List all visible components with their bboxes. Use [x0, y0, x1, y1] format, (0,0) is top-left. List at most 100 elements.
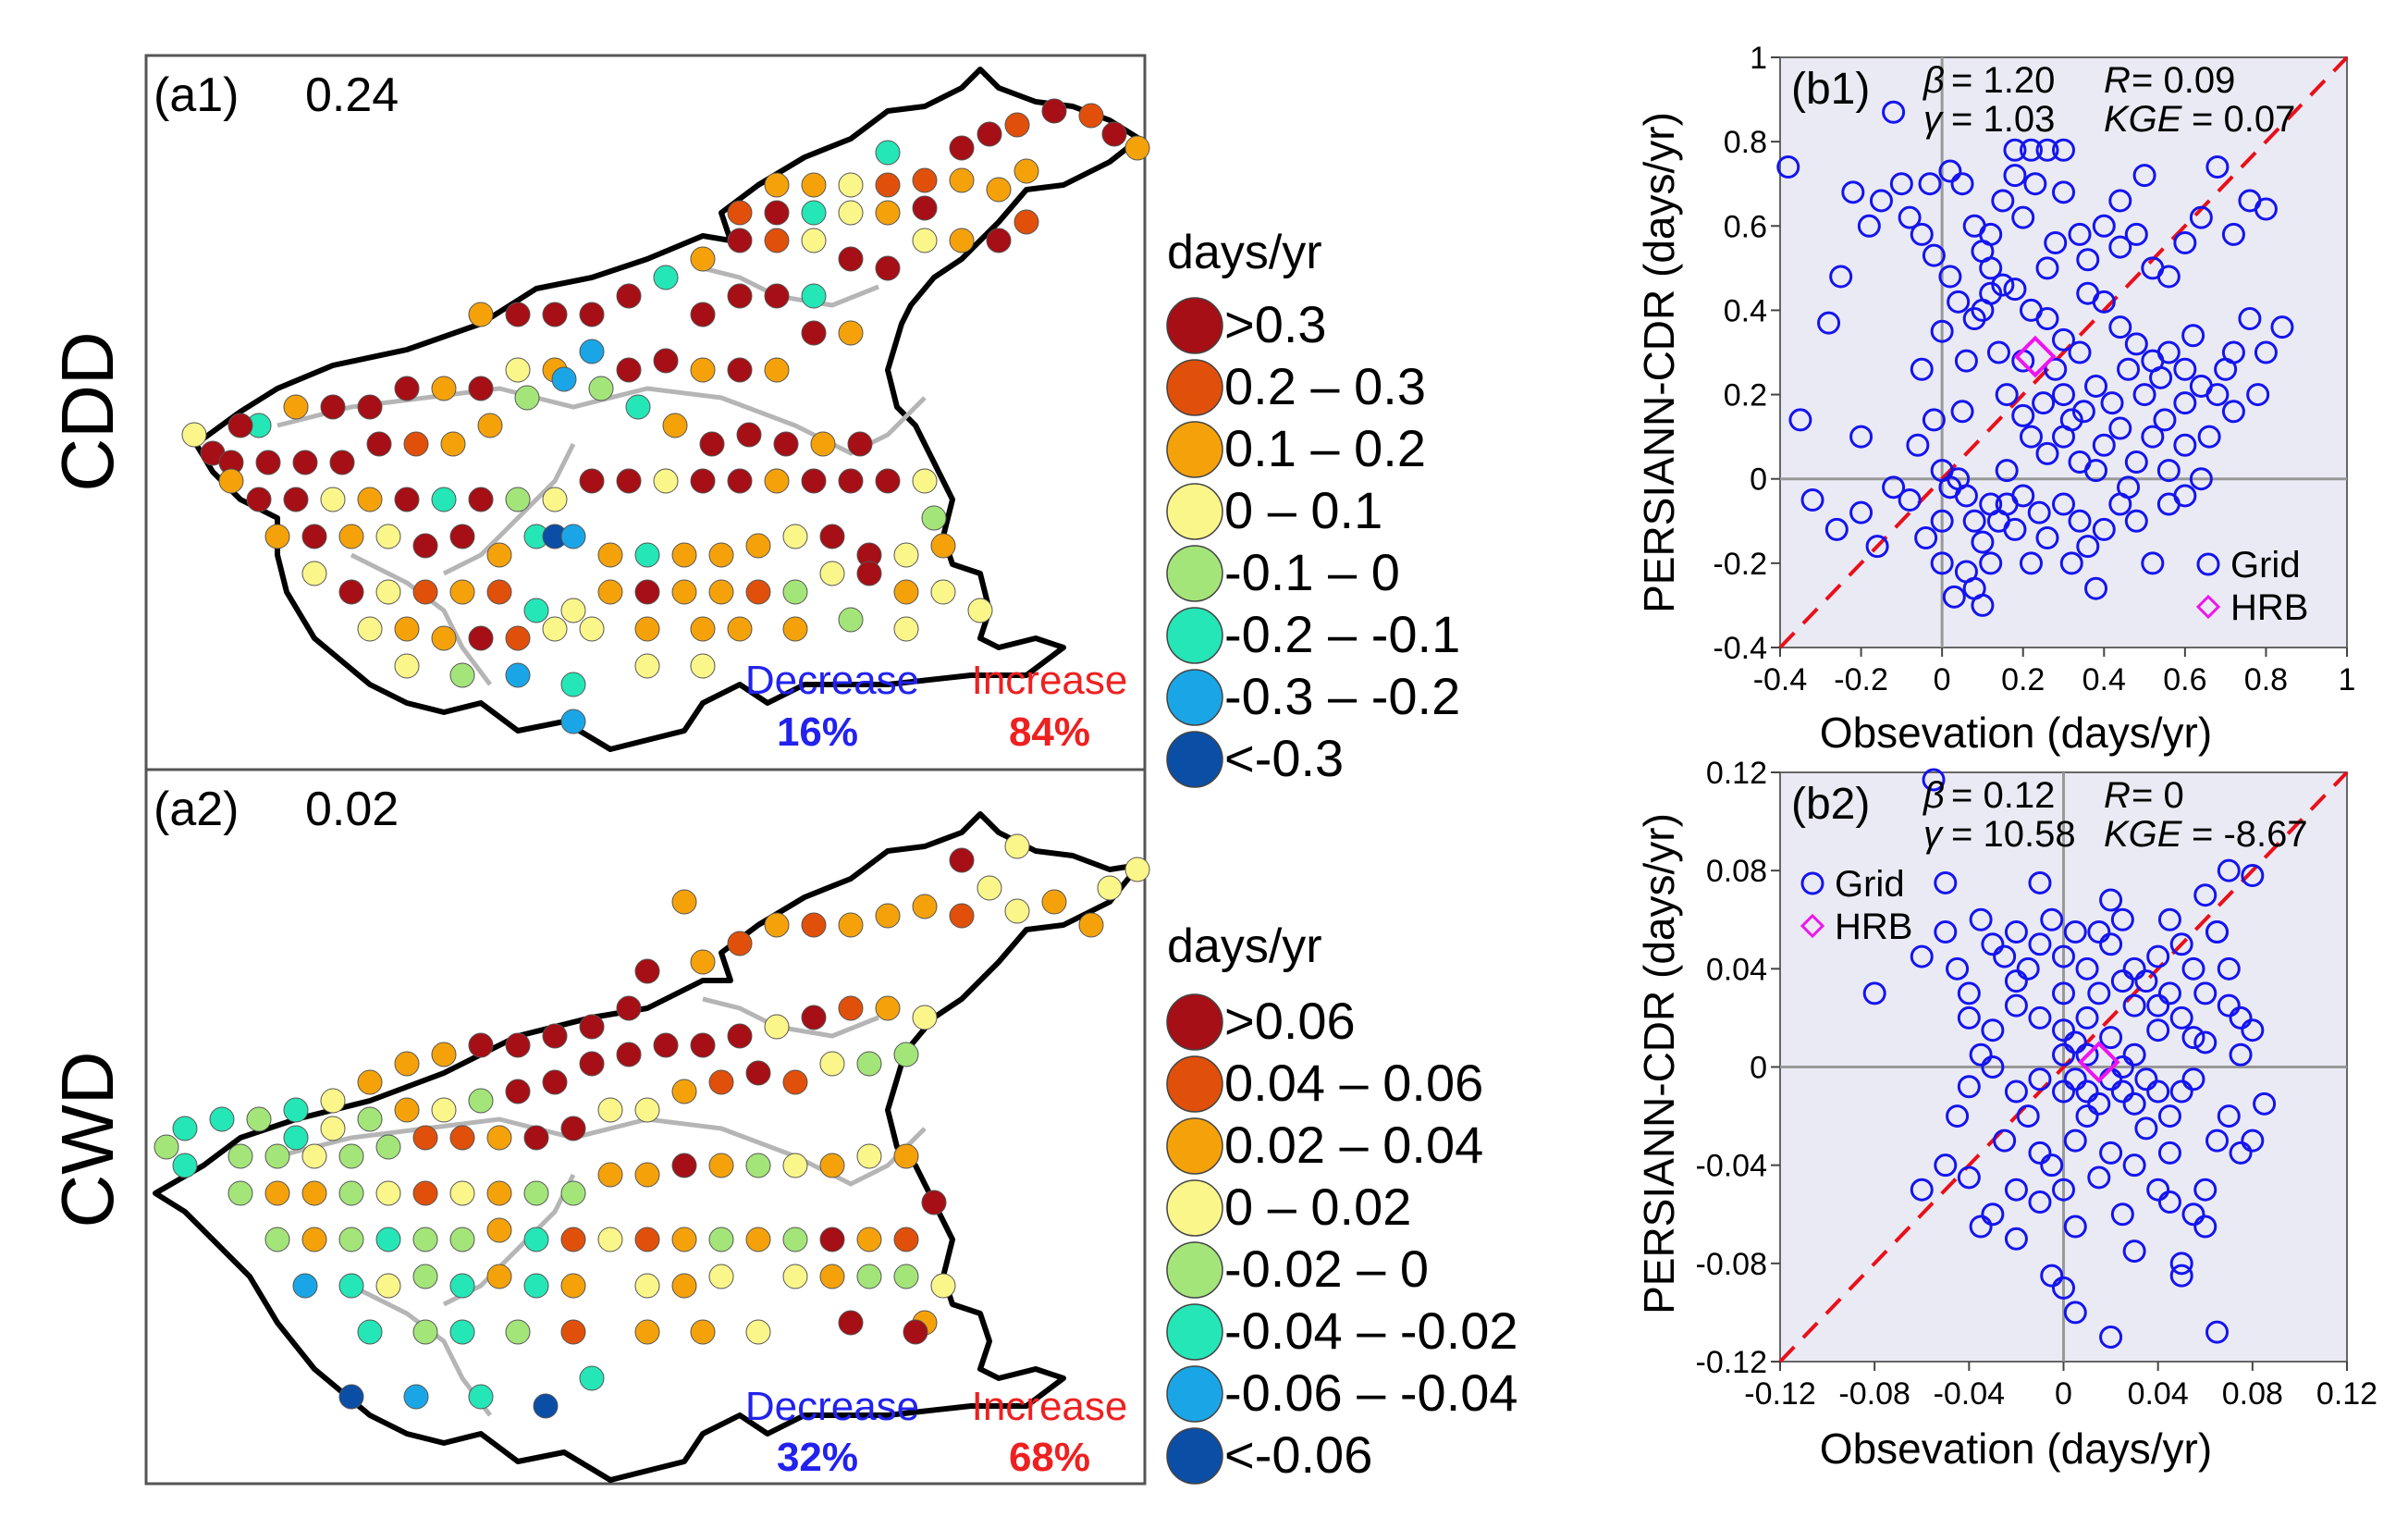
- scatter-b1-grid-point: [1898, 488, 1922, 512]
- scatter-b2-grid-point: [2004, 993, 2028, 1018]
- scatter-b2-legend-hrb-label: HRB: [1835, 906, 1912, 947]
- scatter-b1-grid-point: [1942, 585, 1966, 609]
- legend1-label-3: 0 – 0.1: [1224, 481, 1382, 539]
- scatter-b2-xtick-label: 0.12: [2316, 1376, 2377, 1412]
- map-station-dot: [431, 376, 457, 401]
- scatter-b1-grid-point: [1979, 256, 2003, 280]
- map-station-dot: [708, 1153, 734, 1178]
- map-station-dot: [671, 1079, 697, 1104]
- map-station-dot: [634, 1273, 660, 1299]
- scatter-b2-grid-point: [2099, 1026, 2123, 1050]
- scatter-b2-grid-point: [2028, 932, 2052, 956]
- scatter-b2-ytick-label: -0.08: [1696, 1247, 1768, 1282]
- map-station-dot: [560, 709, 586, 734]
- map-station-dot: [634, 542, 660, 568]
- map-station-dot: [357, 616, 383, 642]
- legend1-swatch-5: [1166, 607, 1223, 664]
- map-station-dot: [505, 625, 531, 651]
- map-station-dot: [394, 376, 420, 401]
- map-station-dot: [810, 431, 836, 457]
- map-station-dot: [264, 1180, 290, 1206]
- scatter-b2-grid-point: [2004, 969, 2028, 993]
- map-station-dot: [468, 487, 494, 512]
- map-station-dot: [209, 1106, 235, 1132]
- scatter-b2-xtick-label: 0: [2055, 1376, 2072, 1412]
- scatter-b2-gamma-value: = 10.58: [1951, 814, 2076, 855]
- scatter-b2-grid-point: [2087, 1166, 2111, 1190]
- map-station-dot: [357, 394, 383, 420]
- scatter-b1-grid-point: [2035, 307, 2059, 331]
- map-station-dot: [875, 468, 901, 494]
- map-station-dot: [560, 1180, 586, 1206]
- scatter-b2-grid-point: [2229, 1141, 2253, 1165]
- map-station-dot: [505, 1032, 531, 1058]
- scatter-b2-grid-point: [2122, 1042, 2146, 1067]
- scatter-b1-grid-point: [1947, 290, 1971, 314]
- scatter-b2-grid-point: [2157, 1104, 2181, 1128]
- scatter-b2-xtick-label: 0.04: [2128, 1376, 2189, 1412]
- map-station-dot: [579, 1051, 605, 1077]
- scatter-b1-grid-point: [1995, 383, 2019, 407]
- scatter-b2-grid-point: [2052, 1018, 2075, 1042]
- legend1-swatch-2: [1166, 421, 1223, 478]
- map-station-dot: [1004, 898, 1030, 924]
- scatter-b1-grid-point: [1922, 408, 1946, 432]
- map-station-dot: [431, 1042, 457, 1067]
- scatter-b2-grid-point: [2040, 1264, 2064, 1288]
- map-station-dot: [921, 1190, 947, 1215]
- scatter-b1-grid-point: [2027, 500, 2051, 524]
- scatter-b1-legend-hrb-icon: [2195, 594, 2221, 620]
- map-station-dot: [912, 1005, 938, 1030]
- scatter-b2-grid-point: [2229, 1005, 2253, 1030]
- map-station-dot: [394, 487, 420, 512]
- scatter-b2-grid-point: [2052, 1042, 2075, 1067]
- map-station-dot: [690, 468, 716, 494]
- scatter-b1-grid-point: [1954, 349, 1978, 373]
- scatter-b1-grid-point: [1849, 500, 1874, 524]
- map-station-dot: [560, 1116, 586, 1141]
- scatter-b1-grid-point: [1986, 340, 2010, 364]
- scatter-b2-grid-point: [2099, 888, 2123, 912]
- map-station-dot: [912, 228, 938, 253]
- map-station-dot: [838, 172, 864, 198]
- map-station-dot: [227, 1143, 253, 1169]
- map-station-dot: [375, 524, 401, 549]
- map-a2-panel-label: (a2): [154, 783, 239, 836]
- map-station-dot: [782, 579, 808, 605]
- scatter-b1-grid-point: [2124, 222, 2148, 246]
- scatter-b2-grid-point: [2110, 1202, 2134, 1227]
- map-station-dot: [634, 653, 660, 679]
- scatter-b1-grid-point: [2141, 551, 2165, 575]
- map-station-dot: [690, 302, 716, 327]
- map-station-dot: [847, 431, 873, 457]
- scatter-b2-grid-point: [2028, 1141, 2052, 1165]
- scatter-b2-hrb-marker: [2077, 1041, 2120, 1084]
- map-station-dot: [634, 1227, 660, 1252]
- scatter-b1-grid-point: [1841, 180, 1865, 204]
- map-station-dot: [764, 228, 790, 253]
- scatter-b1-grid-point: [2149, 365, 2173, 389]
- scatter-b1-xtick-label: 0.4: [2082, 662, 2126, 697]
- map-station-dot: [1004, 833, 1030, 859]
- legend1-label-5: -0.2 – -0.1: [1224, 605, 1460, 663]
- scatter-b1-grid-point: [2052, 327, 2075, 352]
- scatter-b2-grid-point: [2205, 920, 2230, 944]
- map-station-dot: [1078, 103, 1104, 129]
- scatter-b2-grid-point: [2217, 1104, 2241, 1128]
- scatter-b2-grid-point: [2099, 1141, 2123, 1165]
- scatter-b1-grid-point: [2044, 357, 2068, 381]
- legend2-swatch-0: [1166, 993, 1223, 1051]
- scatter-b1-grid-point: [2189, 467, 2213, 491]
- scatter-b2-grid-point: [2028, 1005, 2052, 1030]
- map-station-dot: [412, 579, 438, 605]
- map-a1-decrease-label: Decrease: [745, 658, 919, 703]
- legend1-swatch-0: [1166, 297, 1223, 354]
- scatter-b2-grid-point: [2169, 1005, 2193, 1030]
- map-station-dot: [1004, 112, 1030, 138]
- map-station-dot: [634, 1162, 660, 1188]
- scatter-b1-grid-point: [2084, 374, 2108, 398]
- scatter-b2-grid-point: [1957, 1005, 1981, 1030]
- map-station-dot: [662, 413, 688, 438]
- map-station-dot: [412, 1319, 438, 1345]
- map-station-dot: [449, 1180, 475, 1206]
